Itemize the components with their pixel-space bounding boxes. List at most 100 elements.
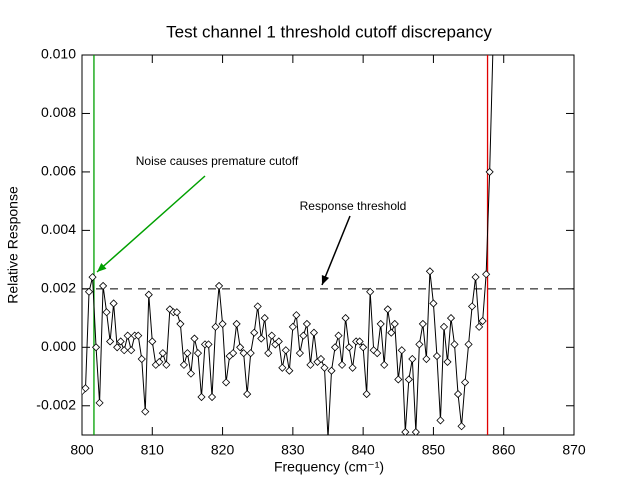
data-point [471, 273, 480, 282]
data-point [99, 281, 108, 290]
data-point [246, 349, 255, 358]
data-point [116, 337, 125, 346]
chart-title: Test channel 1 threshold cutoff discrepa… [166, 22, 492, 41]
y-tick-label: 0.006 [41, 163, 76, 179]
data-point [394, 375, 403, 384]
data-point [179, 360, 188, 369]
data-point [334, 331, 343, 340]
data-point [436, 416, 445, 425]
plot-frame [81, 54, 575, 436]
x-tick-label: 860 [492, 442, 516, 458]
data-point [257, 334, 266, 343]
data-point [162, 360, 171, 369]
data-point [120, 346, 129, 355]
data-point [222, 378, 231, 387]
data-point [260, 314, 269, 323]
data-point [439, 322, 449, 331]
plot-area [82, 55, 574, 435]
data-point [267, 331, 276, 340]
data-point [475, 322, 484, 331]
data-point [299, 331, 308, 340]
data-point [288, 322, 297, 331]
data-point [95, 398, 104, 407]
data-point [390, 319, 399, 328]
data-point [172, 308, 181, 317]
data-point [432, 352, 442, 361]
data-point [109, 299, 118, 308]
data-point [274, 337, 283, 346]
annotation-arrowhead [97, 262, 107, 272]
data-point [302, 319, 311, 328]
data-point [253, 302, 262, 311]
x-tick-label: 810 [141, 442, 165, 458]
data-point [306, 360, 315, 369]
data-point [155, 357, 164, 366]
data-point [320, 363, 329, 372]
data-point [239, 349, 248, 358]
data-point [183, 349, 192, 358]
data-point [348, 363, 357, 372]
data-point [123, 331, 132, 340]
data-point [453, 390, 463, 399]
data-point [401, 428, 410, 435]
data-point [285, 366, 294, 375]
x-tick-label: 800 [70, 442, 94, 458]
data-point [355, 337, 364, 346]
data-point [309, 328, 319, 337]
y-tick-label: 0.000 [41, 338, 76, 354]
data-point [232, 319, 241, 328]
data-point [369, 346, 378, 355]
data-point [281, 346, 290, 355]
data-point [450, 340, 459, 349]
data-point [278, 363, 287, 372]
data-point [211, 322, 220, 331]
data-point [197, 392, 206, 402]
data-point [158, 349, 167, 358]
data-point [326, 433, 330, 435]
data-line [82, 55, 494, 435]
data-point [193, 349, 203, 358]
data-point [383, 305, 392, 314]
data-point [376, 319, 385, 328]
data-point [207, 392, 217, 402]
data-point [397, 346, 406, 355]
data-point [82, 384, 90, 393]
x-tick-label: 840 [351, 442, 375, 458]
y-axis-label: Relative Response [5, 186, 21, 304]
data-point [404, 375, 413, 384]
data-point [366, 287, 375, 296]
data-point [127, 346, 136, 355]
data-point [243, 390, 252, 399]
data-point [165, 305, 174, 314]
data-point [88, 273, 97, 282]
data-point [415, 340, 424, 349]
data-point [141, 407, 150, 416]
data-point [218, 319, 227, 328]
data-point [250, 328, 259, 337]
y-tick-label: 0.010 [41, 46, 76, 62]
data-point [214, 281, 224, 290]
data-point [468, 302, 477, 311]
data-point [446, 314, 456, 323]
x-tick-label: 830 [281, 442, 305, 458]
data-point [387, 328, 396, 337]
x-tick-label: 820 [211, 442, 235, 458]
annotation: Response threshold [300, 199, 407, 213]
data-point [341, 314, 350, 323]
annotation-arrow [96, 175, 206, 273]
data-point [264, 349, 273, 358]
data-point [482, 270, 491, 279]
data-point [316, 354, 326, 364]
data-point [362, 390, 371, 399]
y-tick-label: 0.004 [41, 221, 76, 237]
annotation-arrow [321, 215, 351, 286]
data-point [485, 167, 494, 176]
data-point [148, 337, 157, 346]
y-tick-label: 0.002 [41, 280, 76, 296]
data-point [144, 290, 153, 299]
data-point [106, 337, 115, 346]
data-point [84, 287, 94, 296]
data-point [443, 357, 452, 366]
data-point [327, 366, 336, 375]
